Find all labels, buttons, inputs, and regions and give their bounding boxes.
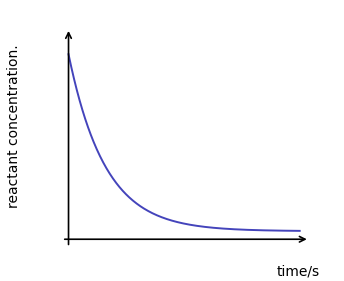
Text: time/s: time/s <box>277 264 320 278</box>
Text: reactant concentration.: reactant concentration. <box>7 45 21 208</box>
